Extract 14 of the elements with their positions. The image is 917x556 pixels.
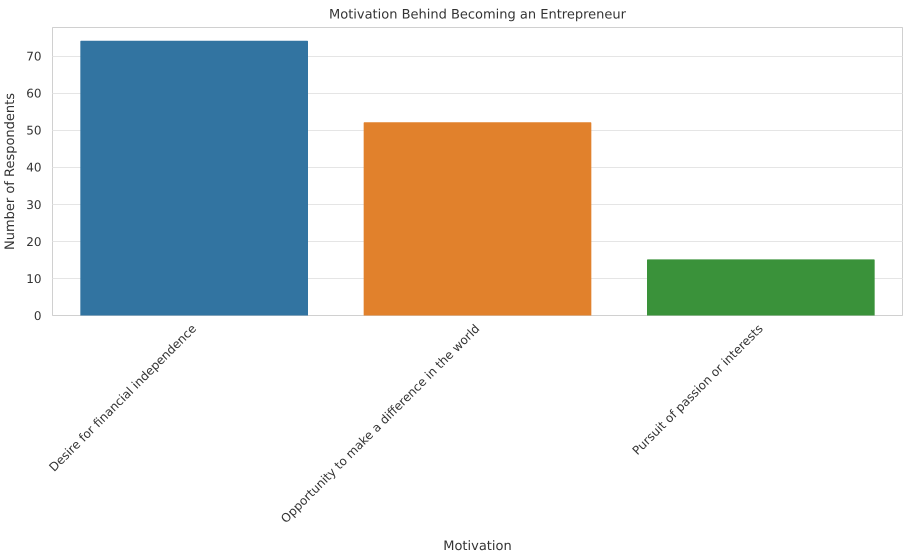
x-axis-title: Motivation bbox=[443, 538, 512, 554]
y-tick-label: 20 bbox=[26, 234, 42, 249]
y-tick-label: 30 bbox=[26, 198, 42, 212]
y-tick-label: 40 bbox=[26, 160, 42, 175]
y-tick-label: 50 bbox=[26, 124, 42, 138]
bar bbox=[364, 122, 592, 316]
y-tick-label: 70 bbox=[26, 50, 42, 64]
y-tick-label: 10 bbox=[26, 272, 42, 286]
y-axis-title: Number of Respondents bbox=[3, 92, 18, 250]
y-tick-label: 60 bbox=[26, 86, 42, 101]
y-tick-label: 0 bbox=[34, 309, 42, 323]
bar bbox=[647, 259, 875, 316]
bar bbox=[80, 40, 308, 316]
chart-title: Motivation Behind Becoming an Entrepreneur bbox=[329, 8, 627, 22]
